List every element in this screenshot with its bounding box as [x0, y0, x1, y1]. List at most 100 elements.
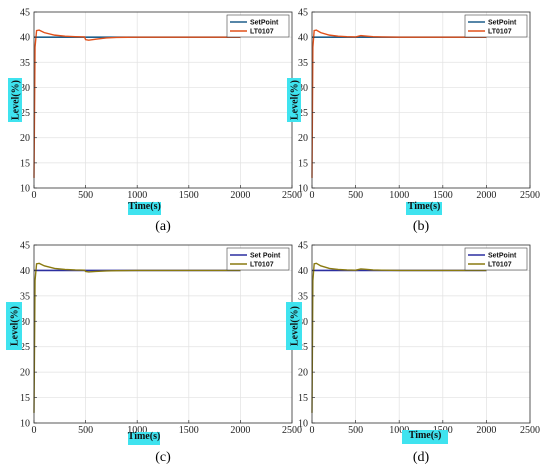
- x-axis-label: Time(s): [128, 431, 161, 442]
- x-tick-label: 0: [32, 425, 37, 436]
- x-tick-label: 0: [32, 190, 37, 201]
- y-tick-label: 45: [298, 241, 308, 252]
- y-tick-label: 15: [20, 158, 30, 169]
- plot-area: [34, 12, 292, 188]
- y-tick-label: 25: [20, 342, 30, 353]
- ylabel-highlight: [6, 302, 22, 350]
- x-tick-label: 500: [348, 425, 363, 436]
- plot-area: [312, 12, 530, 188]
- y-tick-label: 40: [20, 266, 30, 277]
- y-tick-label: 10: [20, 184, 30, 195]
- series-line-lt0107: [311, 262, 487, 413]
- y-axis-label: Level(%): [11, 80, 22, 120]
- y-tick-label: 30: [20, 317, 30, 328]
- x-tick-label: 500: [348, 190, 363, 201]
- xlabel-highlight: [406, 202, 442, 215]
- legend-entry: LT0107: [488, 262, 512, 269]
- y-tick-label: 20: [20, 368, 30, 379]
- y-tick-label: 20: [20, 133, 30, 144]
- y-tick-label: 10: [298, 419, 308, 430]
- y-axis-label: Level(%): [290, 306, 301, 346]
- y-tick-label: 25: [298, 342, 308, 353]
- y-tick-label: 35: [298, 58, 308, 69]
- chart-panel-b: 0 500 1000 1500 2000 2500 10 15 20 25 30 35 40 45 Time…: [287, 8, 540, 234]
- xlabel-highlight: [402, 430, 448, 444]
- x-tick-label: 2500: [282, 425, 302, 436]
- plot-area: [34, 245, 292, 423]
- xlabel-highlight: [128, 202, 161, 215]
- ylabel-highlight: [286, 302, 302, 350]
- x-tick-label: 1500: [179, 425, 199, 436]
- y-tick-label: 25: [20, 108, 30, 119]
- y-tick-label: 15: [20, 393, 30, 404]
- legend: Set Point LT0107: [226, 247, 290, 271]
- x-tick-label: 1000: [127, 190, 147, 201]
- y-tick-label: 35: [20, 58, 30, 69]
- y-tick-label: 45: [298, 8, 308, 19]
- plot-area: [312, 245, 530, 423]
- y-tick-label: 20: [298, 368, 308, 379]
- y-tick-label: 40: [298, 266, 308, 277]
- y-tick-label: 15: [298, 158, 308, 169]
- y-tick-label: 35: [20, 291, 30, 302]
- x-tick-label: 2000: [476, 425, 496, 436]
- x-tick-label: 2000: [476, 190, 496, 201]
- y-tick-label: 20: [298, 133, 308, 144]
- x-tick-label: 2500: [520, 425, 540, 436]
- y-tick-label: 10: [20, 419, 30, 430]
- x-tick-label: 2500: [520, 190, 540, 201]
- y-tick-label: 35: [298, 291, 308, 302]
- chart-panel-c: 0 500 1000 1500 2000 2500 10 15 20 25 30 35 40 45 Time…: [6, 241, 302, 465]
- series-line-lt0107: [33, 29, 241, 178]
- y-tick-label: 15: [298, 393, 308, 404]
- legend: SetPoint LT0107: [464, 247, 528, 271]
- legend-entry: LT0107: [250, 262, 274, 269]
- legend-entry: SetPoint: [488, 253, 517, 260]
- legend-entry: LT0107: [488, 29, 512, 36]
- chart-panel-d: 050010001500200025001015202530354045Time…: [286, 241, 540, 465]
- ylabel-highlight: [8, 78, 22, 122]
- y-tick-label: 30: [20, 83, 30, 94]
- x-tick-label: 0: [310, 190, 315, 201]
- legend: SetPoint LT0107: [226, 14, 290, 38]
- axes-frame: [311, 244, 531, 424]
- x-tick-label: 1000: [127, 425, 147, 436]
- panel-caption: (d): [413, 450, 430, 465]
- y-tick-label: 45: [20, 8, 30, 19]
- x-tick-label: 1500: [433, 190, 453, 201]
- y-tick-label: 10: [298, 184, 308, 195]
- x-tick-label: 2000: [230, 425, 250, 436]
- axes-frame: [311, 11, 531, 189]
- chart-panel-a: 0 500 1000 1500 2000 2500 10 15 20 25 30 35 40 45 Time…: [8, 8, 302, 234]
- legend-entry: SetPoint: [250, 20, 279, 27]
- series-line-lt0107: [33, 262, 241, 413]
- legend-entry: Set Point: [250, 253, 281, 260]
- x-axis-label: Time(s): [409, 430, 442, 441]
- panel-caption: (b): [413, 219, 430, 234]
- x-tick-label: 2000: [230, 190, 250, 201]
- y-axis-label: Level(%): [290, 80, 301, 120]
- y-tick-label: 45: [20, 241, 30, 252]
- x-axis-label: Time(s): [408, 201, 441, 212]
- y-tick-label: 40: [20, 33, 30, 44]
- x-tick-label: 1000: [389, 425, 409, 436]
- x-tick-label: 2500: [282, 190, 302, 201]
- x-tick-label: 1500: [179, 190, 199, 201]
- panel-caption: (c): [155, 450, 171, 465]
- ylabel-highlight: [287, 78, 301, 122]
- x-tick-label: 1000: [389, 190, 409, 201]
- y-tick-label: 40: [298, 33, 308, 44]
- x-axis-label: Time(s): [128, 201, 161, 212]
- y-tick-label: 25: [298, 108, 308, 119]
- x-tick-label: 500: [78, 425, 93, 436]
- x-tick-label: 0: [310, 425, 315, 436]
- y-tick-label: 30: [298, 83, 308, 94]
- legend-entry: SetPoint: [488, 20, 517, 27]
- y-axis-label: Level(%): [10, 306, 21, 346]
- panel-caption: (a): [155, 219, 171, 234]
- legend: SetPoint LT0107: [464, 14, 528, 38]
- x-tick-label: 500: [78, 190, 93, 201]
- xlabel-highlight: [128, 432, 160, 445]
- series-line-lt0107: [311, 29, 487, 178]
